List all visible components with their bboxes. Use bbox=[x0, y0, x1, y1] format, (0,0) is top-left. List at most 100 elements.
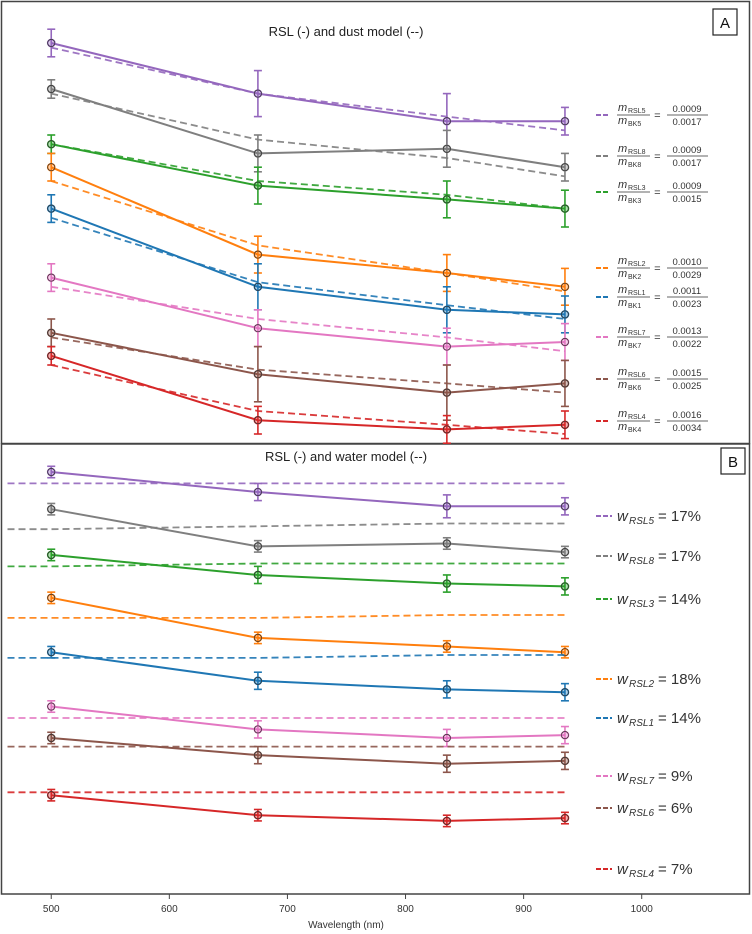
b-data-line-rsl2 bbox=[51, 596, 566, 654]
a-data-point-outline bbox=[561, 117, 569, 126]
a-data-point-outline bbox=[253, 250, 262, 259]
b-data-point-outline bbox=[561, 582, 569, 591]
a-data-line-rsl2 bbox=[50, 166, 566, 288]
legend-equals: = bbox=[654, 263, 661, 275]
legend-den-subscript: BK4 bbox=[628, 427, 641, 434]
legend-den-subscript: BK5 bbox=[628, 121, 641, 128]
panel-a-plot bbox=[46, 28, 570, 445]
legend-subscript: RSL4 bbox=[629, 869, 654, 880]
b-series-rsl8 bbox=[7, 502, 570, 559]
a-series-rsl5 bbox=[46, 28, 570, 150]
a-data-point-outline bbox=[561, 282, 569, 291]
legend-num-subscript: RSL3 bbox=[628, 185, 646, 192]
legend-value: = 17% bbox=[658, 508, 701, 525]
a-data-point-outline bbox=[253, 181, 262, 190]
legend-subscript: RSL2 bbox=[629, 679, 654, 690]
x-tick-label: 800 bbox=[397, 904, 414, 915]
legend-b-entry-rsl5: w RSL5 = 17% bbox=[596, 508, 701, 527]
legend-subscript: RSL8 bbox=[629, 556, 654, 567]
a-series-rsl7 bbox=[46, 262, 570, 366]
b-data-point-outline bbox=[47, 550, 56, 559]
a-data-point-outline bbox=[561, 310, 569, 319]
a-data-point-outline bbox=[253, 282, 262, 291]
legend-num-symbol: m bbox=[618, 255, 627, 267]
b-data-point-outline bbox=[253, 751, 262, 760]
b-data-point-outline bbox=[442, 685, 451, 694]
legend-subscript: RSL5 bbox=[629, 516, 654, 527]
legend-den-subscript: BK2 bbox=[628, 274, 641, 281]
b-data-point-outline bbox=[561, 756, 569, 765]
legend-symbol: w bbox=[617, 671, 629, 688]
b-data-point-outline bbox=[442, 539, 451, 548]
b-data-point-outline bbox=[253, 676, 262, 685]
a-data-point-outline bbox=[253, 416, 262, 425]
b-series-rsl1 bbox=[7, 645, 570, 702]
panel-a-title: RSL (-) and dust model (--) bbox=[269, 24, 424, 39]
a-data-point-outline bbox=[253, 324, 262, 333]
b-data-point-outline bbox=[47, 648, 56, 657]
b-data-line-rsl3 bbox=[51, 553, 566, 588]
legend-symbol: w bbox=[617, 591, 629, 608]
legend-symbol: w bbox=[617, 768, 629, 785]
legend-b-entry-rsl7: w RSL7 = 9% bbox=[596, 768, 693, 787]
a-data-line-rsl6 bbox=[51, 331, 566, 394]
legend-den-subscript: BK8 bbox=[628, 162, 641, 169]
legend-den-value: 0.0017 bbox=[672, 158, 701, 169]
panel-b-title: RSL (-) and water model (--) bbox=[265, 449, 427, 464]
legend-equals: = bbox=[654, 110, 661, 122]
a-model-line-rsl3 bbox=[51, 143, 566, 210]
legend-num-subscript: RSL5 bbox=[628, 108, 646, 115]
legend-subscript: RSL6 bbox=[629, 808, 654, 819]
legend-den-subscript: BK3 bbox=[628, 198, 641, 205]
b-data-line-rsl1 bbox=[51, 651, 566, 694]
x-axis-label: Wavelength (nm) bbox=[308, 920, 384, 931]
a-series-rsl1 bbox=[46, 194, 570, 334]
legend-symbol: w bbox=[617, 548, 629, 565]
a-data-point-outline bbox=[47, 85, 56, 93]
legend-value: = 7% bbox=[658, 861, 693, 878]
a-data-point-outline bbox=[561, 163, 569, 172]
b-data-line-rsl7 bbox=[51, 705, 566, 740]
legend-den-symbol: m bbox=[618, 297, 627, 309]
a-data-point-outline bbox=[442, 269, 451, 277]
a-data-point-outline bbox=[47, 39, 56, 47]
b-series-rsl4 bbox=[7, 788, 570, 828]
legend-equals: = bbox=[654, 332, 661, 344]
a-series-rsl8 bbox=[46, 79, 570, 182]
a-data-point-outline bbox=[561, 204, 569, 213]
legend-num-subscript: RSL4 bbox=[628, 414, 646, 421]
b-data-point-outline bbox=[442, 502, 451, 511]
legend-b-entry-rsl2: w RSL2 = 18% bbox=[596, 671, 701, 690]
a-data-line-rsl1 bbox=[50, 207, 566, 316]
b-data-point-outline bbox=[561, 548, 569, 557]
b-data-point-outline bbox=[442, 816, 451, 825]
b-data-point-outline bbox=[561, 814, 569, 823]
legend-den-symbol: m bbox=[618, 379, 627, 391]
a-data-point-outline bbox=[47, 204, 56, 213]
b-data-line-rsl4 bbox=[51, 794, 566, 822]
b-data-point-outline bbox=[561, 502, 569, 511]
b-data-point-outline bbox=[253, 633, 262, 642]
legend-subscript: RSL1 bbox=[629, 718, 654, 729]
x-tick-label: 700 bbox=[279, 904, 296, 915]
legend-num-subscript: RSL6 bbox=[628, 372, 646, 379]
legend-symbol: w bbox=[617, 508, 629, 525]
a-data-point-outline bbox=[442, 117, 451, 126]
a-model-line-rsl8 bbox=[51, 92, 566, 178]
legend-num-value: 0.0011 bbox=[673, 286, 701, 297]
b-data-point-outline bbox=[47, 593, 56, 602]
b-model-line-rsl3 bbox=[7, 562, 565, 568]
b-data-point-outline bbox=[47, 505, 56, 514]
a-data-point-outline bbox=[561, 338, 569, 346]
b-data-point-outline bbox=[442, 579, 451, 588]
a-data-point-outline bbox=[253, 89, 262, 98]
a-data-point-outline bbox=[253, 149, 262, 158]
legend-value: = 14% bbox=[658, 591, 701, 608]
b-model-line-rsl8 bbox=[7, 522, 565, 531]
b-data-line-rsl6 bbox=[51, 737, 566, 765]
